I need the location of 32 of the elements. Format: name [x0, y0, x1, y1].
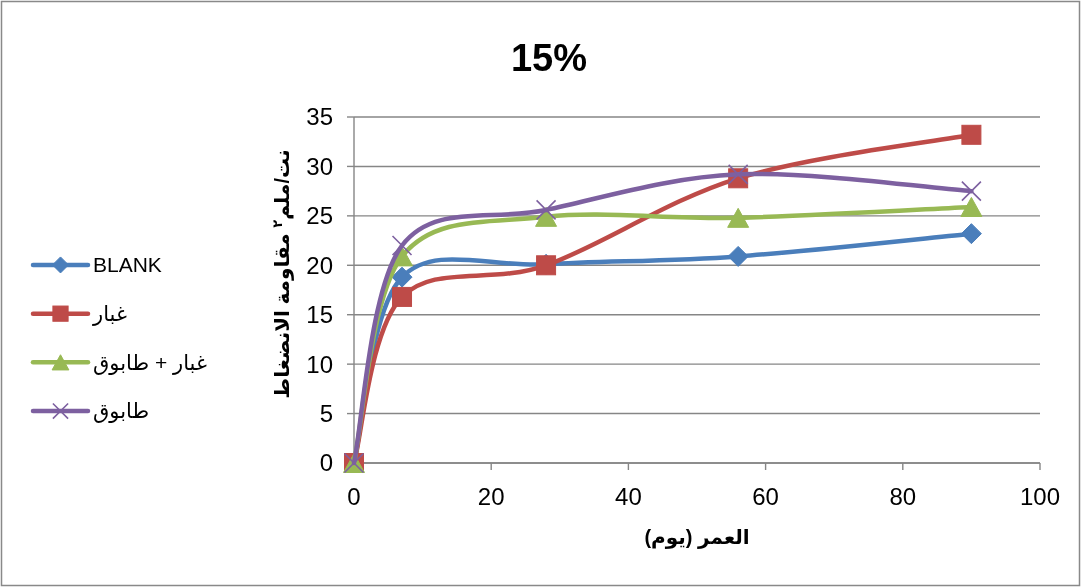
point — [391, 246, 414, 267]
x-tick-label: 0 — [347, 483, 361, 511]
legend-label: غبار + طابوق — [93, 350, 207, 375]
y-tick-label: 0 — [319, 449, 333, 477]
point — [960, 196, 983, 217]
x-axis-title: العمر (يوم) — [644, 526, 750, 549]
point — [535, 206, 558, 227]
x-tick-label: 60 — [752, 483, 779, 511]
point — [391, 266, 413, 288]
legend-label: BLANK — [93, 253, 162, 277]
point — [535, 199, 557, 221]
point — [961, 180, 982, 202]
point — [727, 207, 750, 228]
y-tick-label: 30 — [306, 152, 333, 180]
y-tick-label: 10 — [306, 350, 333, 378]
y-tick-label: 5 — [319, 399, 333, 427]
point — [961, 124, 982, 145]
legend-label: طابوق — [93, 399, 150, 424]
chart-title: 15% — [510, 37, 588, 80]
x-tick-label: 100 — [1019, 483, 1061, 511]
x-tick-label: 40 — [615, 483, 642, 511]
y-tick-label: 20 — [306, 251, 333, 279]
point — [727, 245, 749, 267]
x-tick-label: 80 — [889, 483, 917, 511]
y-tick-label: 15 — [306, 301, 333, 329]
y-tick-label: 35 — [306, 103, 333, 131]
legend-label: غبار — [92, 302, 127, 326]
y-tick-label: 25 — [306, 202, 333, 230]
point — [392, 286, 413, 307]
point — [391, 235, 413, 256]
x-tick-label: 20 — [477, 483, 505, 511]
point — [960, 223, 982, 245]
